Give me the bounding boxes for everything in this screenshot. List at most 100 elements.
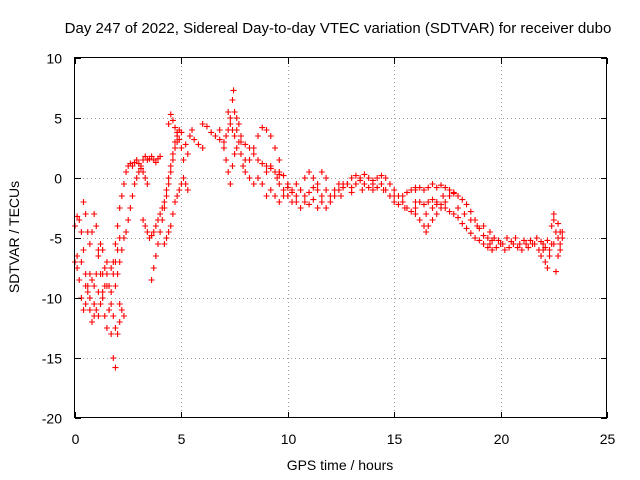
data-point bbox=[176, 187, 183, 193]
data-point bbox=[369, 187, 376, 193]
data-point bbox=[550, 211, 557, 217]
data-point bbox=[80, 307, 87, 313]
data-point bbox=[82, 211, 89, 217]
data-point bbox=[169, 151, 176, 157]
data-point bbox=[506, 244, 513, 251]
data-point bbox=[331, 193, 338, 199]
data-point bbox=[501, 247, 508, 253]
data-point bbox=[369, 181, 376, 187]
data-point bbox=[144, 181, 151, 187]
data-point bbox=[129, 193, 136, 199]
data-point bbox=[103, 259, 110, 265]
data-point bbox=[152, 159, 159, 166]
data-point bbox=[108, 265, 115, 271]
data-point bbox=[467, 230, 474, 237]
data-point bbox=[289, 189, 296, 196]
data-point bbox=[120, 181, 127, 187]
data-point bbox=[514, 244, 521, 251]
data-point bbox=[442, 184, 449, 191]
data-point bbox=[491, 235, 498, 241]
data-point bbox=[120, 313, 127, 319]
y-tick-label: -10 bbox=[42, 291, 62, 307]
data-point bbox=[314, 181, 321, 187]
data-point bbox=[276, 181, 283, 187]
data-point bbox=[95, 313, 102, 319]
x-tick-label: 0 bbox=[72, 431, 80, 447]
data-point bbox=[231, 151, 238, 157]
data-point bbox=[412, 205, 419, 211]
x-tick-label: 10 bbox=[281, 431, 297, 447]
data-point bbox=[172, 145, 179, 151]
data-point bbox=[112, 325, 119, 331]
data-point bbox=[395, 201, 402, 208]
data-point bbox=[74, 253, 81, 259]
data-point bbox=[118, 247, 125, 253]
data-point bbox=[95, 247, 102, 253]
data-point bbox=[161, 241, 168, 247]
data-point bbox=[450, 190, 457, 197]
data-point bbox=[231, 109, 238, 115]
data-point bbox=[318, 193, 325, 199]
data-point bbox=[116, 301, 123, 307]
data-point bbox=[140, 169, 147, 175]
y-tick-label: -5 bbox=[50, 231, 63, 247]
data-point bbox=[242, 157, 249, 163]
x-axis-label: GPS time / hours bbox=[287, 457, 394, 473]
data-point bbox=[116, 205, 123, 211]
data-point bbox=[455, 205, 462, 211]
data-point bbox=[301, 193, 308, 199]
data-point bbox=[255, 133, 262, 139]
data-point bbox=[76, 277, 83, 283]
data-point bbox=[310, 175, 317, 181]
data-point bbox=[442, 199, 449, 205]
data-point bbox=[129, 163, 136, 169]
data-point bbox=[467, 208, 474, 215]
data-point bbox=[240, 163, 247, 169]
data-point bbox=[425, 223, 432, 229]
data-point bbox=[95, 253, 102, 259]
y-tick-label: 10 bbox=[46, 51, 62, 67]
data-point bbox=[399, 193, 406, 199]
data-point bbox=[323, 175, 330, 181]
data-point bbox=[416, 217, 423, 223]
data-point bbox=[391, 193, 398, 199]
data-point bbox=[429, 196, 436, 203]
data-point bbox=[276, 199, 283, 205]
data-point bbox=[493, 244, 500, 251]
data-point bbox=[459, 196, 466, 203]
data-point bbox=[391, 199, 398, 205]
plot-frame bbox=[74, 57, 607, 418]
data-point bbox=[123, 169, 130, 175]
data-point bbox=[484, 244, 491, 251]
data-point bbox=[544, 237, 551, 244]
y-tick-label: 0 bbox=[54, 171, 62, 187]
data-point bbox=[386, 181, 393, 187]
data-point bbox=[199, 145, 206, 151]
data-point bbox=[538, 253, 545, 259]
data-point bbox=[335, 187, 342, 193]
data-point bbox=[118, 307, 125, 313]
data-point bbox=[182, 141, 189, 148]
data-point bbox=[423, 211, 430, 217]
data-point bbox=[531, 241, 538, 247]
data-point bbox=[137, 165, 144, 172]
data-point bbox=[174, 129, 181, 136]
data-point bbox=[416, 184, 423, 191]
data-point bbox=[544, 265, 551, 271]
data-point bbox=[429, 217, 436, 223]
data-point bbox=[165, 175, 172, 181]
data-point bbox=[123, 229, 130, 235]
data-point bbox=[74, 213, 81, 220]
data-point bbox=[227, 181, 234, 187]
data-point bbox=[80, 247, 87, 253]
data-point bbox=[189, 127, 196, 133]
data-point bbox=[235, 121, 242, 127]
data-point bbox=[440, 193, 447, 199]
data-point bbox=[125, 217, 132, 223]
data-point bbox=[348, 189, 355, 196]
data-point bbox=[93, 307, 100, 313]
data-point bbox=[314, 187, 321, 193]
data-point bbox=[548, 223, 555, 229]
data-point bbox=[301, 175, 308, 181]
data-point bbox=[359, 187, 366, 193]
